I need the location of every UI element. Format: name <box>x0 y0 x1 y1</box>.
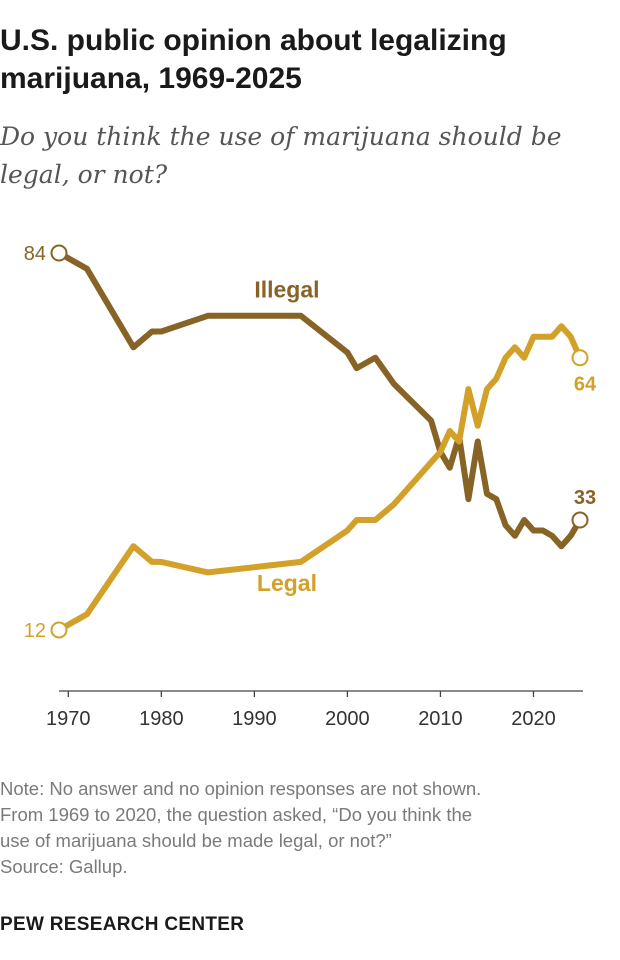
chart-subtitle-line-1: Do you think the use of marijuana should… <box>0 122 562 151</box>
note-line-1: Note: No answer and no opinion responses… <box>0 778 482 799</box>
note-line-2: From 1969 to 2020, the question asked, “… <box>0 804 473 825</box>
x-tick-label: 2000 <box>325 708 370 730</box>
illegal-end-value-label: 33 <box>574 487 596 509</box>
x-tick-label: 1990 <box>232 708 277 730</box>
chart-title-line-2: marijuana, 1969-2025 <box>0 62 302 95</box>
series-label-legal: Legal <box>257 570 317 596</box>
chart-note: Note: No answer and no opinion responses… <box>0 776 615 880</box>
source-line: Source: Gallup. <box>0 856 128 877</box>
x-tick-label: 1970 <box>46 708 91 730</box>
x-tick-label: 2020 <box>511 708 556 730</box>
chart-subtitle: Do you think the use of marijuana should… <box>0 118 610 194</box>
x-tick-label: 1980 <box>139 708 184 730</box>
series-layer <box>56 250 583 633</box>
label-layer: 84 33 Illegal 12 64 Legal <box>24 243 597 642</box>
illegal-start-marker <box>50 244 68 262</box>
series-label-illegal: Illegal <box>254 277 319 303</box>
chart-title: U.S. public opinion about legalizing mar… <box>0 22 610 98</box>
x-axis: 1970 1980 1990 2000 2010 2020 <box>46 690 583 730</box>
x-tick-label: 2010 <box>418 708 463 730</box>
chart-subtitle-line-2: legal, or not? <box>0 160 168 189</box>
note-line-3: use of marijuana should be made legal, o… <box>0 830 392 851</box>
illegal-start-value-label: 84 <box>24 243 46 265</box>
legal-start-marker <box>50 621 68 639</box>
line-chart: 1970 1980 1990 2000 2010 2020 84 33 Illegal 12 64… <box>24 243 597 730</box>
series-line-legal <box>56 323 583 633</box>
legal-end-marker <box>571 349 589 367</box>
pew-research-center-logo-text: PEW RESEARCH CENTER <box>0 914 245 935</box>
series-line-illegal <box>56 250 583 550</box>
legal-end-value-label: 64 <box>574 374 597 396</box>
chart-title-line-1: U.S. public opinion about legalizing <box>0 24 507 57</box>
illegal-end-marker <box>571 511 589 529</box>
legal-start-value-label: 12 <box>24 620 46 642</box>
